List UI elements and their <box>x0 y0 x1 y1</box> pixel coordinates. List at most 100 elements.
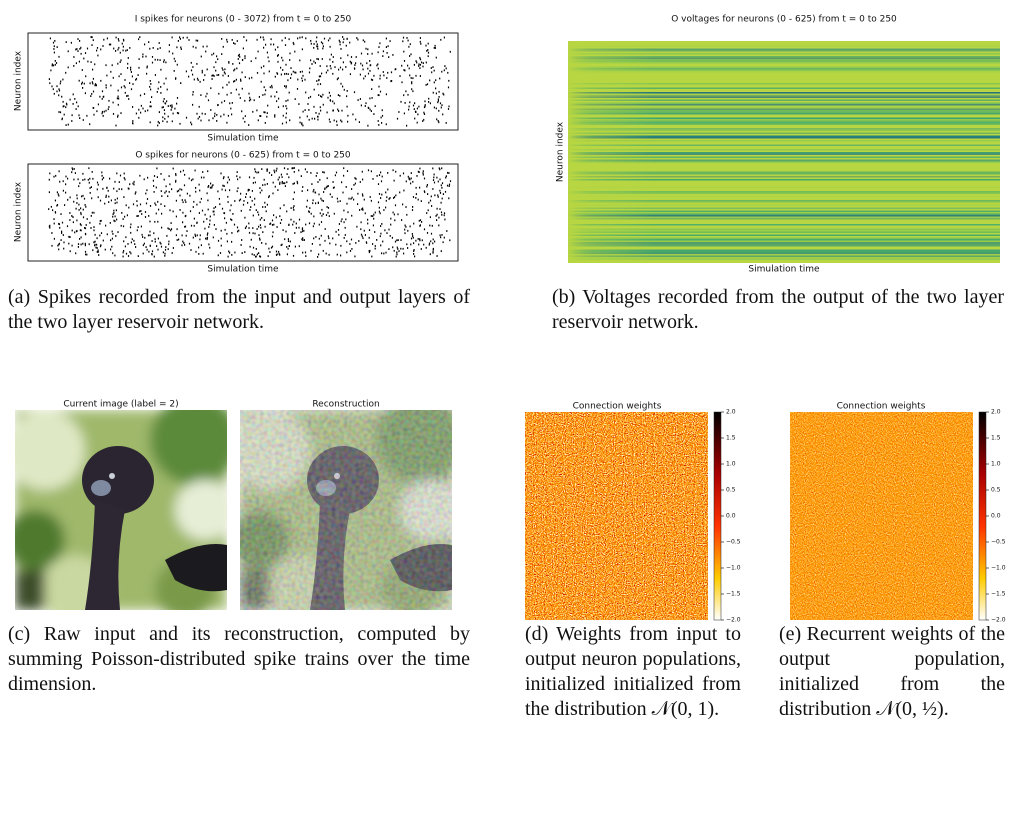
spike <box>167 115 169 118</box>
spike <box>190 179 193 182</box>
spike <box>100 219 102 222</box>
spike <box>283 167 286 170</box>
voltage-row <box>568 95 1000 97</box>
spike <box>396 251 398 254</box>
spike <box>173 70 175 72</box>
spike <box>298 218 301 221</box>
spike <box>301 70 303 73</box>
spike <box>196 77 199 80</box>
spike <box>317 45 319 48</box>
spike <box>369 97 371 100</box>
spike <box>315 236 317 238</box>
spike <box>223 113 225 116</box>
spike <box>359 181 361 183</box>
colorbar-tick-label: 0.5 <box>726 487 736 494</box>
spike <box>349 243 351 245</box>
spike <box>393 197 395 199</box>
spike <box>228 178 230 181</box>
spike <box>364 234 366 236</box>
spike <box>423 113 426 115</box>
spike <box>391 80 393 82</box>
spike <box>419 63 421 66</box>
spike <box>276 226 278 228</box>
spike <box>270 222 272 225</box>
spike <box>303 239 305 241</box>
spike <box>302 74 304 77</box>
spike <box>339 41 341 43</box>
spike <box>94 63 96 66</box>
spike <box>438 216 440 219</box>
spike <box>439 168 441 171</box>
plot-frame <box>27 163 459 262</box>
spike <box>440 201 442 204</box>
spike <box>377 63 379 66</box>
spike <box>198 116 201 118</box>
spike <box>403 69 405 71</box>
spike <box>171 104 173 107</box>
spike <box>336 197 338 200</box>
spike <box>359 73 361 76</box>
spike <box>436 255 438 257</box>
spike <box>408 177 410 180</box>
spike <box>213 224 215 226</box>
spike <box>260 226 262 229</box>
spike <box>149 244 151 247</box>
spike <box>60 213 62 215</box>
spike <box>84 227 87 230</box>
spike <box>305 223 307 226</box>
spike <box>283 204 285 207</box>
spike <box>263 178 265 181</box>
spike <box>222 86 224 89</box>
spike <box>419 37 421 39</box>
spike <box>306 199 308 202</box>
spike <box>332 61 334 63</box>
spike <box>188 177 190 180</box>
spike <box>72 168 74 171</box>
spike <box>62 78 64 81</box>
spike <box>177 112 180 115</box>
spike <box>164 252 166 255</box>
spike <box>298 226 300 229</box>
spike <box>86 253 88 256</box>
spike <box>366 62 368 65</box>
spike <box>318 253 320 256</box>
spike <box>292 41 294 44</box>
spike <box>423 228 426 231</box>
spike <box>262 36 264 39</box>
spike <box>277 60 279 63</box>
spike <box>353 198 355 201</box>
spike <box>182 240 184 243</box>
spike <box>292 254 295 257</box>
spike <box>449 180 452 183</box>
spike <box>392 54 394 56</box>
spike <box>316 36 318 39</box>
spike <box>201 71 203 74</box>
voltage-row <box>568 108 1000 110</box>
spike <box>441 234 443 236</box>
spike <box>407 175 409 178</box>
spike <box>87 60 89 63</box>
voltage-row <box>568 171 1000 173</box>
spike <box>236 67 238 70</box>
spike <box>153 191 155 193</box>
spike <box>172 112 174 115</box>
spike <box>320 95 322 98</box>
spike <box>374 245 376 247</box>
spike <box>198 212 200 214</box>
spike <box>417 113 419 116</box>
spike <box>387 172 389 174</box>
spike <box>294 98 296 100</box>
spike <box>285 105 287 107</box>
colorbar-tick-label: −1.0 <box>726 565 741 572</box>
spike <box>90 215 92 217</box>
spike <box>112 113 115 115</box>
spike <box>427 193 429 195</box>
spike <box>207 199 209 202</box>
spike <box>117 89 119 92</box>
spike <box>69 219 71 221</box>
spike <box>217 104 219 106</box>
spike <box>49 82 51 85</box>
spike <box>390 71 393 74</box>
spike <box>244 251 246 253</box>
spike <box>361 235 363 238</box>
